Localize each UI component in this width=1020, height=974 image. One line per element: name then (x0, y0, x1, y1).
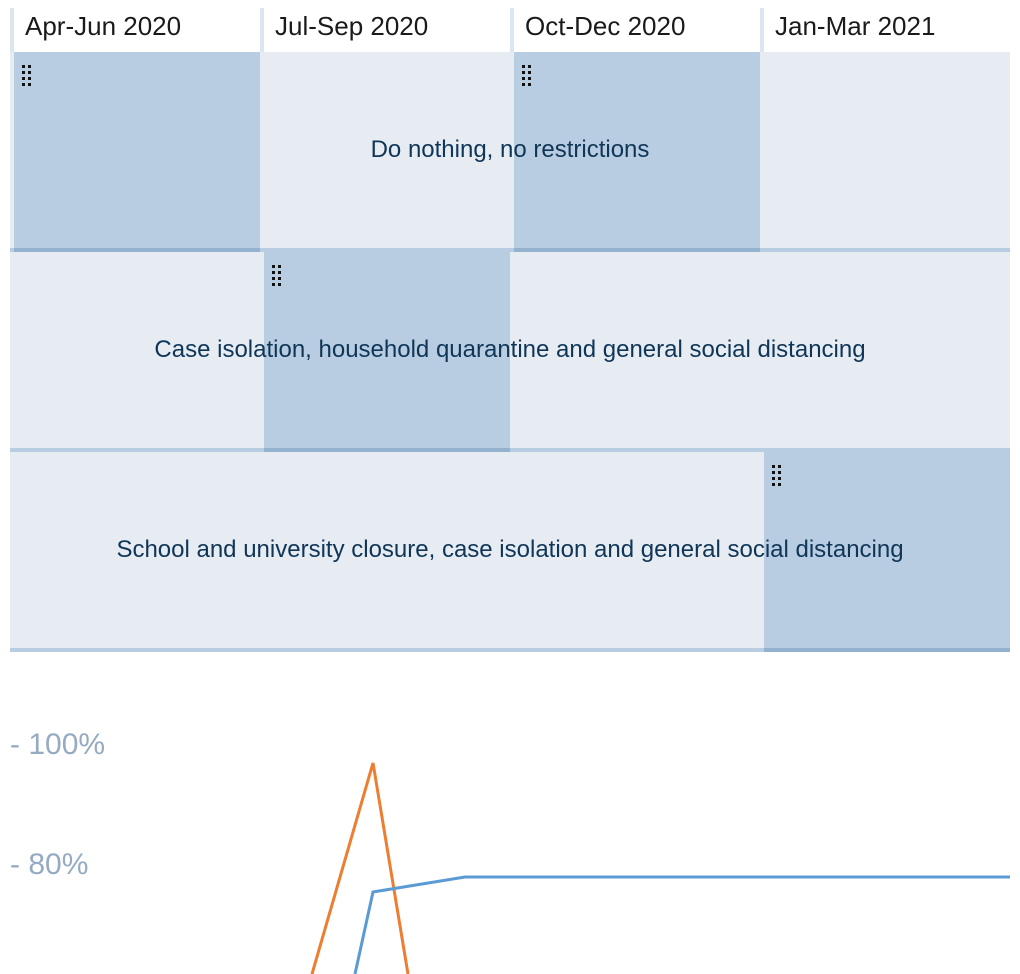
draggable-block-oct-dec-2020[interactable] (514, 52, 760, 252)
drag-handle-icon[interactable] (522, 65, 540, 91)
line-chart (310, 762, 1010, 974)
y-tick-label-80: - 80% (10, 848, 89, 881)
quarter-header-jul-sep-2020: Jul-Sep 2020 (260, 8, 510, 52)
draggable-block-apr-jun-2020[interactable] (14, 52, 260, 252)
quarter-header-oct-dec-2020: Oct-Dec 2020 (510, 8, 760, 52)
draggable-block-jan-mar-2021[interactable] (764, 452, 1010, 652)
drag-handle-icon[interactable] (772, 465, 790, 491)
series-line-blue (353, 875, 1010, 974)
scenario-row-school-closure: School and university closure, case isol… (10, 452, 1010, 652)
drag-handle-icon[interactable] (272, 265, 290, 291)
series-line-orange (310, 762, 410, 974)
drag-handle-icon[interactable] (22, 65, 40, 91)
draggable-block-jul-sep-2020[interactable] (264, 252, 510, 452)
scenario-label: Case isolation, household quarantine and… (154, 336, 866, 363)
y-tick-label-100: - 100% (10, 728, 106, 761)
quarter-header-jan-mar-2021: Jan-Mar 2021 (760, 8, 1010, 52)
scenario-row-case-isolation: Case isolation, household quarantine and… (10, 252, 1010, 452)
scenario-row-do-nothing: Do nothing, no restrictions (10, 52, 1010, 252)
quarter-header-apr-jun-2020: Apr-Jun 2020 (10, 8, 260, 52)
